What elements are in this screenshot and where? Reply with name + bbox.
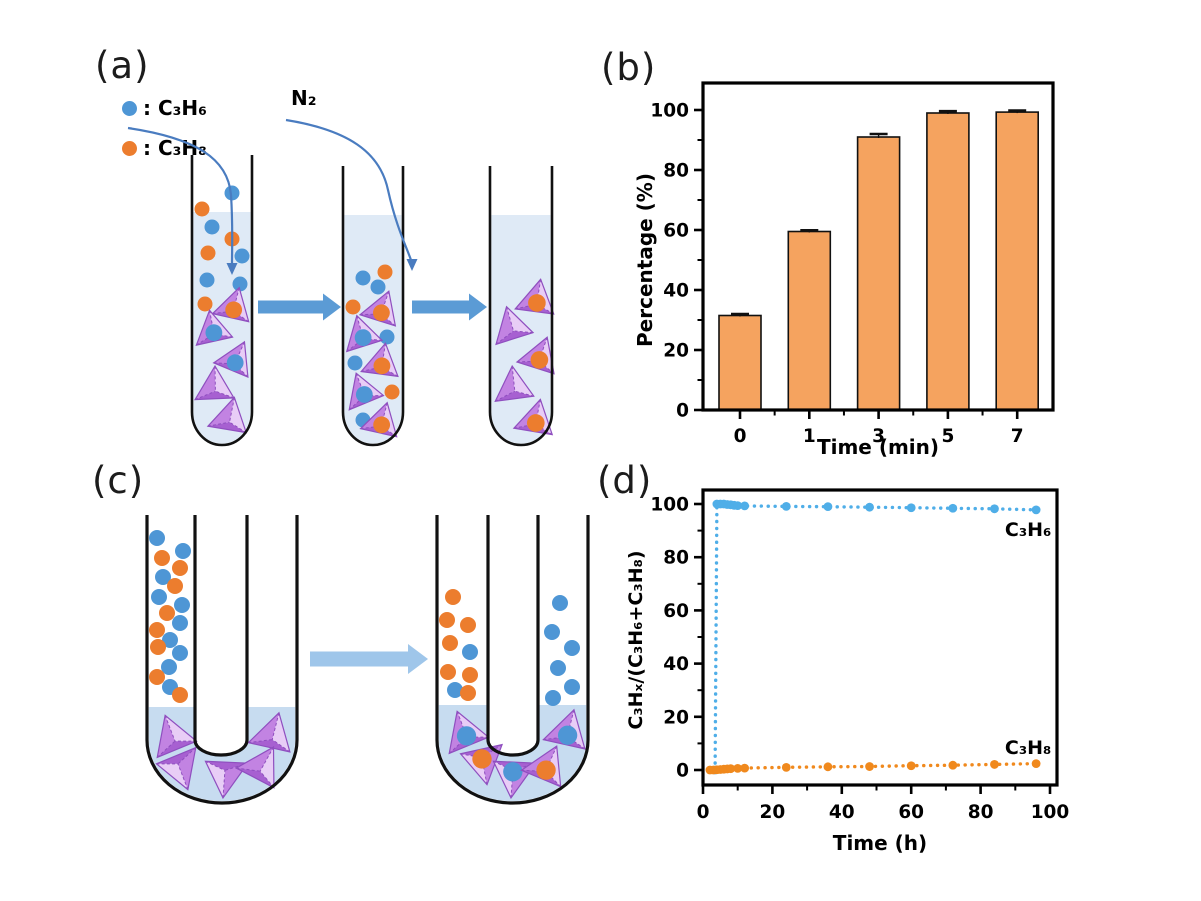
c3h6-dot-icon bbox=[122, 100, 137, 116]
svg-text:100: 100 bbox=[650, 495, 689, 516]
bar-yaxis-title: Percentage (%) bbox=[633, 173, 657, 347]
svg-text:5: 5 bbox=[941, 426, 954, 447]
legend-item-c3h6: : C₃H₆ bbox=[122, 88, 207, 128]
svg-text:0: 0 bbox=[676, 761, 689, 782]
series-label: C₃H₈ bbox=[1005, 737, 1052, 759]
svg-text:20: 20 bbox=[663, 341, 689, 362]
panel-a-test-tube-schematic bbox=[127, 118, 555, 447]
svg-text:60: 60 bbox=[898, 802, 924, 823]
svg-text:3: 3 bbox=[872, 426, 885, 447]
panel-d-line-chart: 0 20 40 60 80 100 0 20 40 60 80 100 C₃H₆ C₃H₈ Time (h… bbox=[625, 488, 1070, 855]
svg-text:20: 20 bbox=[663, 707, 689, 728]
panel-d-letter: (d) bbox=[597, 459, 653, 502]
legend-item-label: : C₃H₆ bbox=[143, 96, 207, 120]
svg-text:40: 40 bbox=[829, 802, 855, 823]
bar-xaxis-title: Time (min) bbox=[817, 435, 939, 459]
line-xaxis-title: Time (h) bbox=[833, 831, 927, 855]
panel-c-u-tube-schematic bbox=[145, 515, 590, 805]
svg-text:40: 40 bbox=[663, 281, 689, 302]
svg-text:0: 0 bbox=[734, 426, 747, 447]
panel-b-letter: (b) bbox=[601, 46, 657, 89]
bar-plot-area: 0 20 40 60 80 100 0 1 3 5 7 bbox=[650, 81, 1055, 447]
svg-text:7: 7 bbox=[1011, 426, 1024, 447]
line-yaxis-title: C₃Hₓ/(C₃H₆+C₃H₈) bbox=[625, 550, 647, 729]
svg-text:40: 40 bbox=[663, 654, 689, 675]
n2-gas-label: N₂ bbox=[291, 86, 317, 110]
svg-text:100: 100 bbox=[650, 101, 689, 122]
line-plot-area: 0 20 40 60 80 100 0 20 40 60 80 100 C₃H₆ C₃H₈ bbox=[650, 488, 1070, 823]
series-label: C₃H₆ bbox=[1005, 519, 1052, 541]
svg-text:0: 0 bbox=[676, 401, 689, 422]
svg-text:0: 0 bbox=[697, 802, 710, 823]
svg-text:80: 80 bbox=[968, 802, 994, 823]
svg-text:60: 60 bbox=[663, 221, 689, 242]
panel-a-letter: (a) bbox=[95, 44, 150, 87]
svg-text:60: 60 bbox=[663, 601, 689, 622]
svg-text:100: 100 bbox=[1031, 802, 1070, 823]
svg-text:20: 20 bbox=[760, 802, 786, 823]
gas-legend: : C₃H₆ : C₃H₈ bbox=[122, 88, 207, 168]
svg-text:1: 1 bbox=[803, 426, 816, 447]
panel-c-letter: (c) bbox=[92, 459, 145, 502]
svg-text:80: 80 bbox=[663, 161, 689, 182]
svg-text:80: 80 bbox=[663, 548, 689, 569]
c3h8-dot-icon bbox=[122, 140, 137, 156]
panel-b-bar-chart: 0 20 40 60 80 100 0 1 3 5 7 Time (min) Percentage … bbox=[633, 81, 1055, 459]
